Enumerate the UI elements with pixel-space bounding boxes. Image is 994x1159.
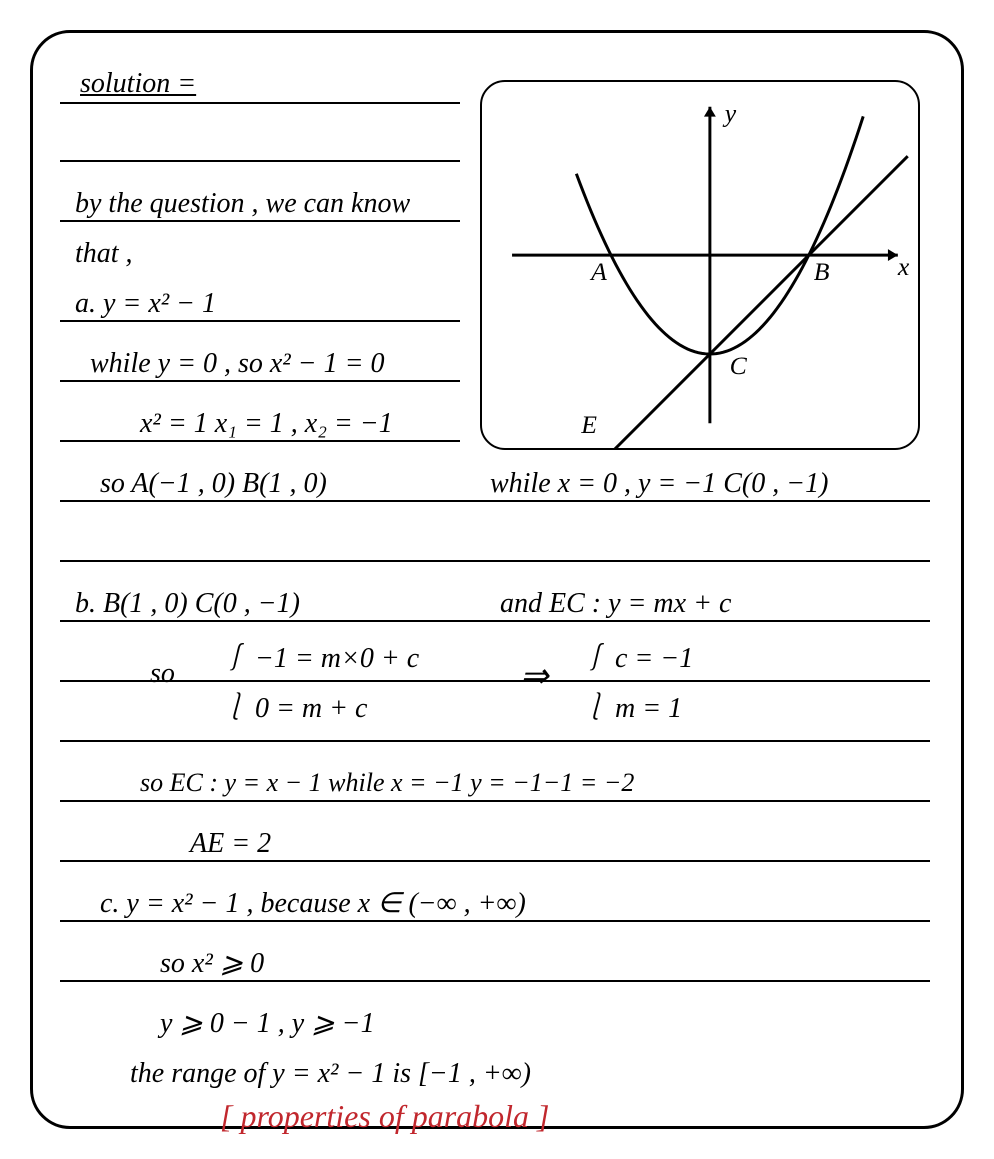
svg-text:A: A: [589, 257, 607, 286]
ruled-line: [60, 320, 460, 322]
line-10: AE = 2: [190, 830, 271, 858]
svg-text:E: E: [580, 410, 597, 439]
line-14: the range of y = x² − 1 is [−1 , +∞): [130, 1060, 531, 1088]
ruled-line: [60, 620, 930, 622]
ruled-line: [60, 500, 930, 502]
ruled-line: [60, 160, 460, 162]
line-6a: so A(−1 , 0) B(1 , 0): [100, 470, 327, 498]
line-8f: ⎱ m = 1: [580, 695, 682, 723]
line-8d: ⇒: [520, 660, 549, 694]
svg-text:B: B: [814, 257, 830, 286]
svg-text:x: x: [897, 252, 910, 281]
ruled-line: [60, 220, 460, 222]
line-8e: ⎰ c = −1: [580, 645, 693, 673]
svg-text:y: y: [722, 99, 737, 128]
line-7b: and EC : y = mx + c: [500, 590, 731, 618]
ruled-line: [60, 800, 930, 802]
line-2: that ,: [75, 240, 133, 268]
line-13: y ⩾ 0 − 1 , y ⩾ −1: [160, 1010, 375, 1038]
title: solution =: [80, 70, 196, 98]
ruled-line: [60, 860, 930, 862]
ruled-line: [60, 680, 930, 682]
graph-box: x y A B C E: [480, 80, 920, 450]
line-8a: so: [150, 660, 175, 688]
line-12: so x² ⩾ 0: [160, 950, 264, 978]
ruled-line: [60, 560, 930, 562]
line-1: by the question , we can know: [75, 190, 410, 218]
line-7a: b. B(1 , 0) C(0 , −1): [75, 590, 300, 618]
line-9: so EC : y = x − 1 while x = −1 y = −1−1 …: [140, 770, 634, 796]
line-6b: while x = 0 , y = −1 C(0 , −1): [490, 470, 828, 498]
graph-svg: x y A B C E: [482, 82, 918, 448]
line-8c: ⎱ 0 = m + c: [220, 695, 367, 723]
ruled-line: [60, 380, 460, 382]
ruled-line: [60, 980, 930, 982]
ruled-line: [60, 440, 460, 442]
footer-note: [ properties of parabola ]: [220, 1100, 550, 1132]
svg-text:C: C: [730, 351, 748, 380]
line-11a: c. y = x² − 1 , because x ∈ (−∞ , +∞): [100, 890, 526, 918]
ruled-line: [60, 102, 460, 104]
ruled-line: [60, 740, 930, 742]
line-3: a. y = x² − 1: [75, 290, 216, 318]
ruled-line: [60, 920, 930, 922]
line-5: x² = 1 x₁ = 1 , x₂ = −1: [140, 410, 393, 438]
line-8b: ⎰ −1 = m×0 + c: [220, 645, 419, 673]
line-4: while y = 0 , so x² − 1 = 0: [90, 350, 385, 378]
